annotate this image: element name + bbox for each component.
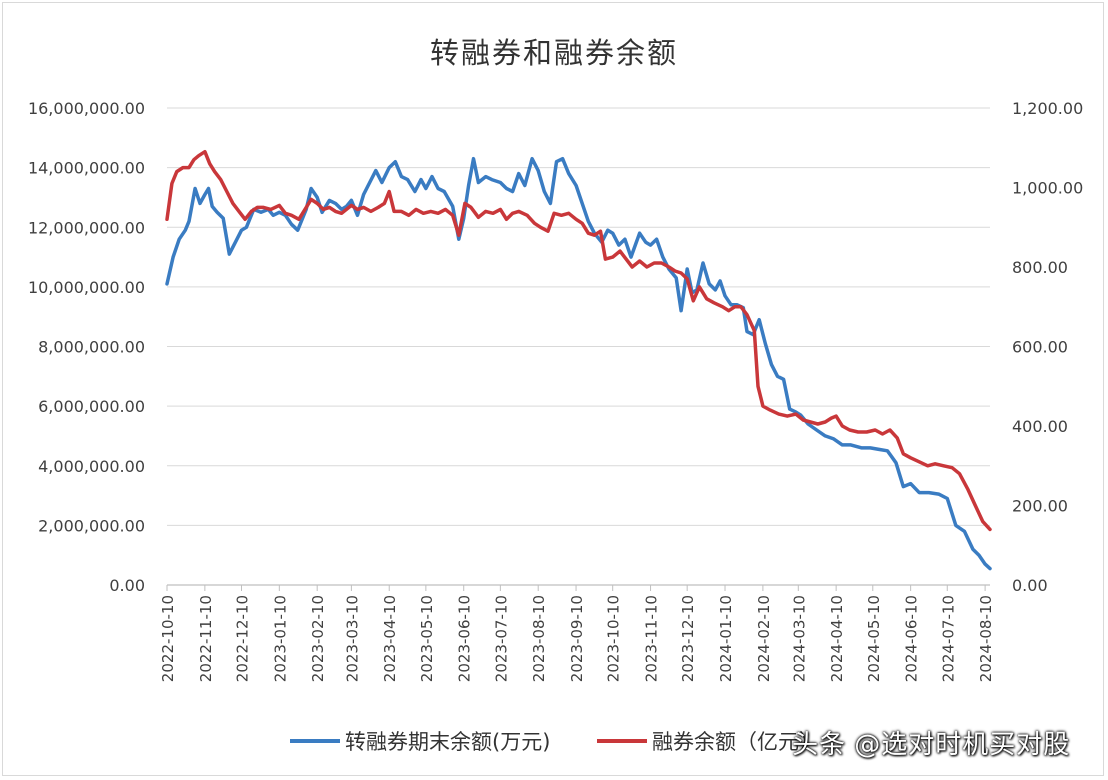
watermark-platform: 头条 [792, 730, 847, 760]
y-right-tick-label: 800.00 [1012, 258, 1068, 277]
x-tick-label: 2022-12-10 [233, 595, 251, 682]
y-right-tick-label: 1,200.00 [1012, 99, 1083, 118]
watermark-account: @选对时机买对股 [854, 730, 1071, 760]
y-left-tick-label: 14,000,000.00 [28, 159, 145, 178]
x-tick-label: 2024-08-10 [977, 595, 995, 682]
x-tick-label: 2023-03-10 [343, 595, 361, 682]
x-tick-label: 2023-08-10 [530, 595, 548, 682]
x-tick-label: 2023-10-10 [605, 595, 623, 682]
x-tick-label: 2023-05-10 [418, 595, 436, 682]
x-tick-label: 2023-02-10 [309, 595, 327, 682]
x-tick-label: 2024-03-10 [790, 595, 808, 682]
legend-label: 转融券期末余额(万元) [345, 730, 550, 754]
x-tick-label: 2022-10-10 [159, 595, 177, 682]
y-left-tick-label: 0.00 [109, 576, 145, 595]
chart-title: 转融券和融券余额 [429, 36, 678, 70]
y-right-tick-label: 400.00 [1012, 417, 1068, 436]
x-tick-label: 2023-07-10 [492, 595, 510, 682]
x-tick-label: 2023-06-10 [456, 595, 474, 682]
x-tick-label: 2023-01-10 [271, 595, 289, 682]
y-left-tick-label: 2,000,000.00 [38, 516, 145, 535]
y-left-tick-label: 16,000,000.00 [28, 99, 145, 118]
x-tick-label: 2024-02-10 [755, 595, 773, 682]
x-tick-label: 2023-12-10 [679, 595, 697, 682]
x-tick-label: 2024-06-10 [903, 595, 921, 682]
series-line-rongquan [165, 149, 992, 532]
y-left-tick-label: 6,000,000.00 [38, 397, 145, 416]
x-tick-label: 2024-05-10 [865, 595, 883, 682]
x-tick-label: 2023-09-10 [568, 595, 586, 682]
x-tick-label: 2023-04-10 [381, 595, 399, 682]
y-left-tick-label: 4,000,000.00 [38, 457, 145, 476]
x-tick-label: 2022-11-10 [197, 595, 215, 682]
series-line-zhuanrongquan [165, 156, 992, 571]
y-left-tick-label: 12,000,000.00 [28, 218, 145, 237]
x-tick-label: 2024-07-10 [939, 595, 957, 682]
legend-label: 融券余额（亿元） [652, 730, 820, 754]
x-tick-label: 2024-01-10 [717, 595, 735, 682]
y-left-tick-label: 10,000,000.00 [28, 278, 145, 297]
watermark: 头条 @选对时机买对股 [792, 724, 1070, 761]
x-tick-label: 2024-04-10 [828, 595, 846, 682]
x-tick-label: 2023-11-10 [643, 595, 661, 682]
y-left-tick-label: 8,000,000.00 [38, 338, 145, 357]
y-right-tick-label: 200.00 [1012, 497, 1068, 516]
y-right-tick-label: 600.00 [1012, 338, 1068, 357]
y-right-tick-label: 1,000.00 [1012, 179, 1083, 198]
y-right-tick-label: 0.00 [1012, 576, 1048, 595]
